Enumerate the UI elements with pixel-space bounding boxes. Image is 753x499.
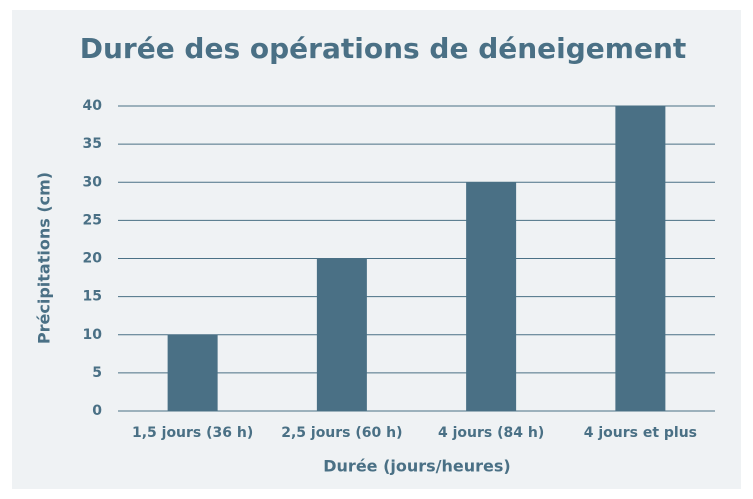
bar [167,334,218,411]
chart-title: Durée des opérations de déneigement [80,32,687,65]
x-axis-title: Durée (jours/heures) [323,457,510,476]
bar [316,258,367,411]
y-tick-label: 20 [83,251,103,267]
x-tick-label: 2,5 jours (60 h) [281,425,402,441]
y-tick-label: 35 [83,136,102,152]
y-tick-label: 0 [92,403,102,419]
bar [466,182,517,411]
x-tick-label: 4 jours (84 h) [438,425,544,441]
y-tick-label: 30 [83,174,103,190]
bar [615,106,666,411]
y-tick-label: 10 [83,327,103,343]
y-tick-label: 25 [83,212,102,228]
y-axis-title: Précipitations (cm) [35,172,54,344]
x-tick-label: 1,5 jours (36 h) [132,425,253,441]
x-tick-label: 4 jours et plus [584,425,697,441]
y-tick-label: 40 [83,98,103,114]
y-tick-label: 5 [92,365,102,381]
y-tick-label: 15 [83,289,102,305]
